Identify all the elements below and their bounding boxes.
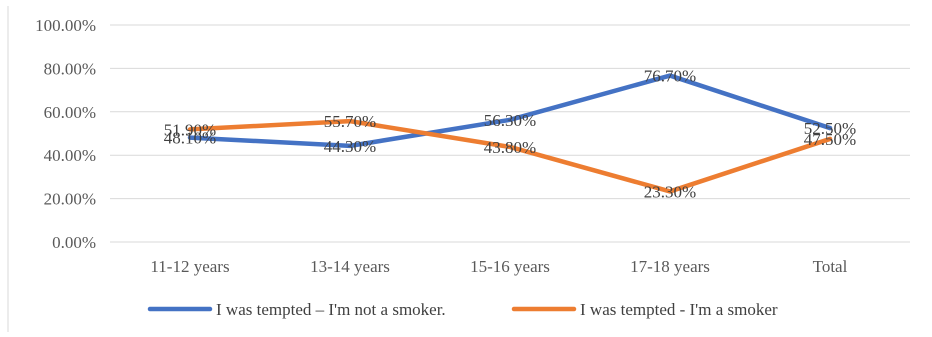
x-tick-label: Total <box>813 257 848 276</box>
x-tick-label: 13-14 years <box>310 257 390 276</box>
data-label: 76.70% <box>644 67 696 86</box>
data-label: 23.30% <box>644 182 696 201</box>
data-label: 52.50% <box>804 119 856 138</box>
y-tick-label: 80.00% <box>44 59 96 78</box>
x-tick-label: 11-12 years <box>150 257 229 276</box>
grid-lines <box>110 24 910 243</box>
data-label: 47.50% <box>804 130 856 149</box>
data-label: 43.80% <box>484 138 536 157</box>
data-label: 55.70% <box>324 112 376 131</box>
legend-label: I was tempted - I'm a smoker <box>580 300 778 319</box>
x-axis-tick-labels: 11-12 years 13-14 years 15-16 years 17-18 y… <box>150 257 847 276</box>
series-line <box>187 118 833 194</box>
legend: I was tempted – I'm not a smoker. I was t… <box>147 300 778 319</box>
data-label: 48.10% <box>164 129 216 148</box>
series-lines <box>187 73 833 194</box>
data-label: 56.30% <box>484 111 536 130</box>
data-label: 51.90% <box>164 120 216 139</box>
y-tick-label: 100.00% <box>35 16 96 35</box>
data-labels: 48.10% 44.30% 56.30% 76.70% 52.50% 51.90% 55.7… <box>164 67 856 202</box>
series-line <box>187 73 833 149</box>
y-tick-label: 40.00% <box>44 146 96 165</box>
x-tick-label: 17-18 years <box>630 257 710 276</box>
y-tick-label: 0.00% <box>52 233 96 252</box>
y-tick-label: 20.00% <box>44 190 96 209</box>
data-label: 44.30% <box>324 137 376 156</box>
y-axis-tick-labels: 0.00% 20.00% 40.00% 60.00% 80.00% 100.00% <box>35 16 96 252</box>
x-tick-label: 15-16 years <box>470 257 550 276</box>
legend-label: I was tempted – I'm not a smoker. <box>216 300 446 319</box>
y-tick-label: 60.00% <box>44 103 96 122</box>
